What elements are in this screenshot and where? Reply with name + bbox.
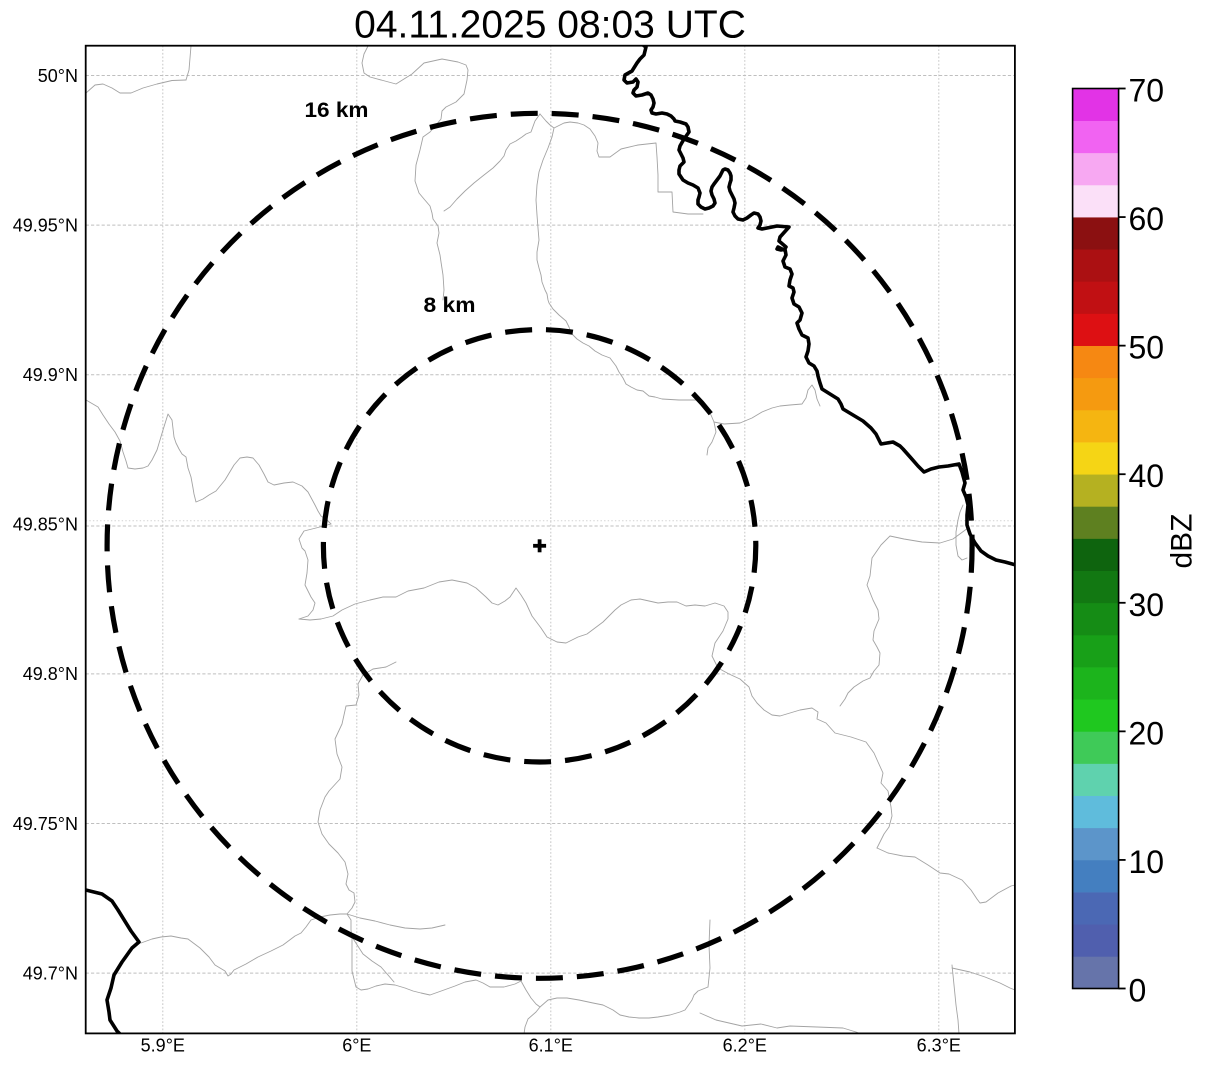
svg-text:10: 10: [1129, 844, 1165, 880]
svg-text:6.1°E: 6.1°E: [529, 1036, 573, 1056]
svg-text:16 km: 16 km: [305, 99, 369, 122]
svg-text:6°E: 6°E: [342, 1036, 371, 1056]
svg-text:49.85°N: 49.85°N: [13, 515, 78, 535]
svg-text:40: 40: [1129, 458, 1165, 494]
svg-text:8 km: 8 km: [424, 294, 476, 317]
svg-text:60: 60: [1129, 201, 1165, 237]
svg-text:70: 70: [1129, 73, 1165, 109]
svg-text:5.9°E: 5.9°E: [141, 1036, 185, 1056]
svg-text:49.75°N: 49.75°N: [13, 814, 78, 834]
svg-text:50: 50: [1129, 330, 1165, 366]
svg-text:49.8°N: 49.8°N: [23, 664, 78, 684]
svg-text:04.11.2025 08:03 UTC: 04.11.2025 08:03 UTC: [354, 4, 746, 47]
svg-text:dBZ: dBZ: [1166, 513, 1199, 568]
svg-text:49.9°N: 49.9°N: [23, 365, 78, 385]
svg-text:49.95°N: 49.95°N: [13, 215, 78, 235]
svg-text:6.2°E: 6.2°E: [723, 1036, 767, 1056]
svg-text:0: 0: [1129, 973, 1147, 1009]
svg-text:20: 20: [1129, 715, 1165, 751]
svg-text:6.3°E: 6.3°E: [917, 1036, 961, 1056]
svg-text:30: 30: [1129, 587, 1165, 623]
svg-text:50°N: 50°N: [38, 66, 78, 86]
svg-text:49.7°N: 49.7°N: [23, 963, 78, 983]
